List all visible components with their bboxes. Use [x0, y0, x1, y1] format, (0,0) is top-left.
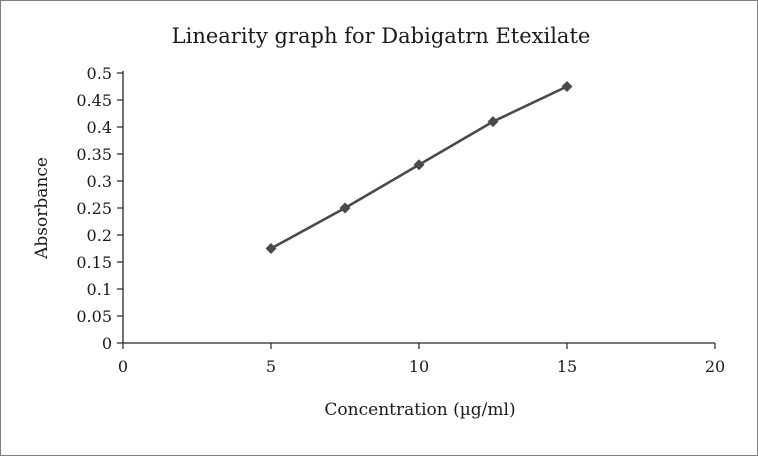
- y-tick-label: 0: [102, 334, 112, 353]
- data-point-marker: [413, 159, 425, 171]
- y-axis-label: Absorbance: [32, 157, 52, 260]
- y-tick-label: 0.15: [76, 253, 112, 272]
- x-axis-label: Concentration (µg/ml): [324, 400, 515, 420]
- y-tick-label: 0.5: [87, 64, 112, 83]
- data-point-marker: [265, 243, 277, 254]
- y-tick-label: 0.1: [87, 280, 112, 299]
- chart-title: Linearity graph for Dabigatrn Etexilate: [172, 24, 591, 48]
- data-point-marker: [487, 116, 499, 128]
- x-tick-label: 15: [557, 357, 577, 376]
- x-tick-label: 0: [118, 357, 128, 376]
- y-tick-label: 0.2: [87, 226, 112, 245]
- x-tick-label: 20: [705, 357, 725, 376]
- data-point-marker: [339, 202, 351, 214]
- y-tick-label: 0.3: [87, 172, 112, 191]
- y-tick-label: 0.35: [76, 145, 112, 164]
- x-tick-label: 10: [409, 357, 429, 376]
- y-tick-label: 0.25: [76, 199, 112, 218]
- y-tick-label: 0.45: [76, 91, 112, 110]
- data-point-marker: [561, 81, 573, 92]
- y-tick-label: 0.4: [87, 118, 112, 137]
- plot-area: 0 0.05 0.1 0.15 0.2 0.25 0.3 0.35 0.4 0.45 0.5 0 5 10…: [76, 64, 725, 376]
- x-tick-label: 5: [266, 357, 276, 376]
- y-tick-label: 0.05: [76, 307, 112, 326]
